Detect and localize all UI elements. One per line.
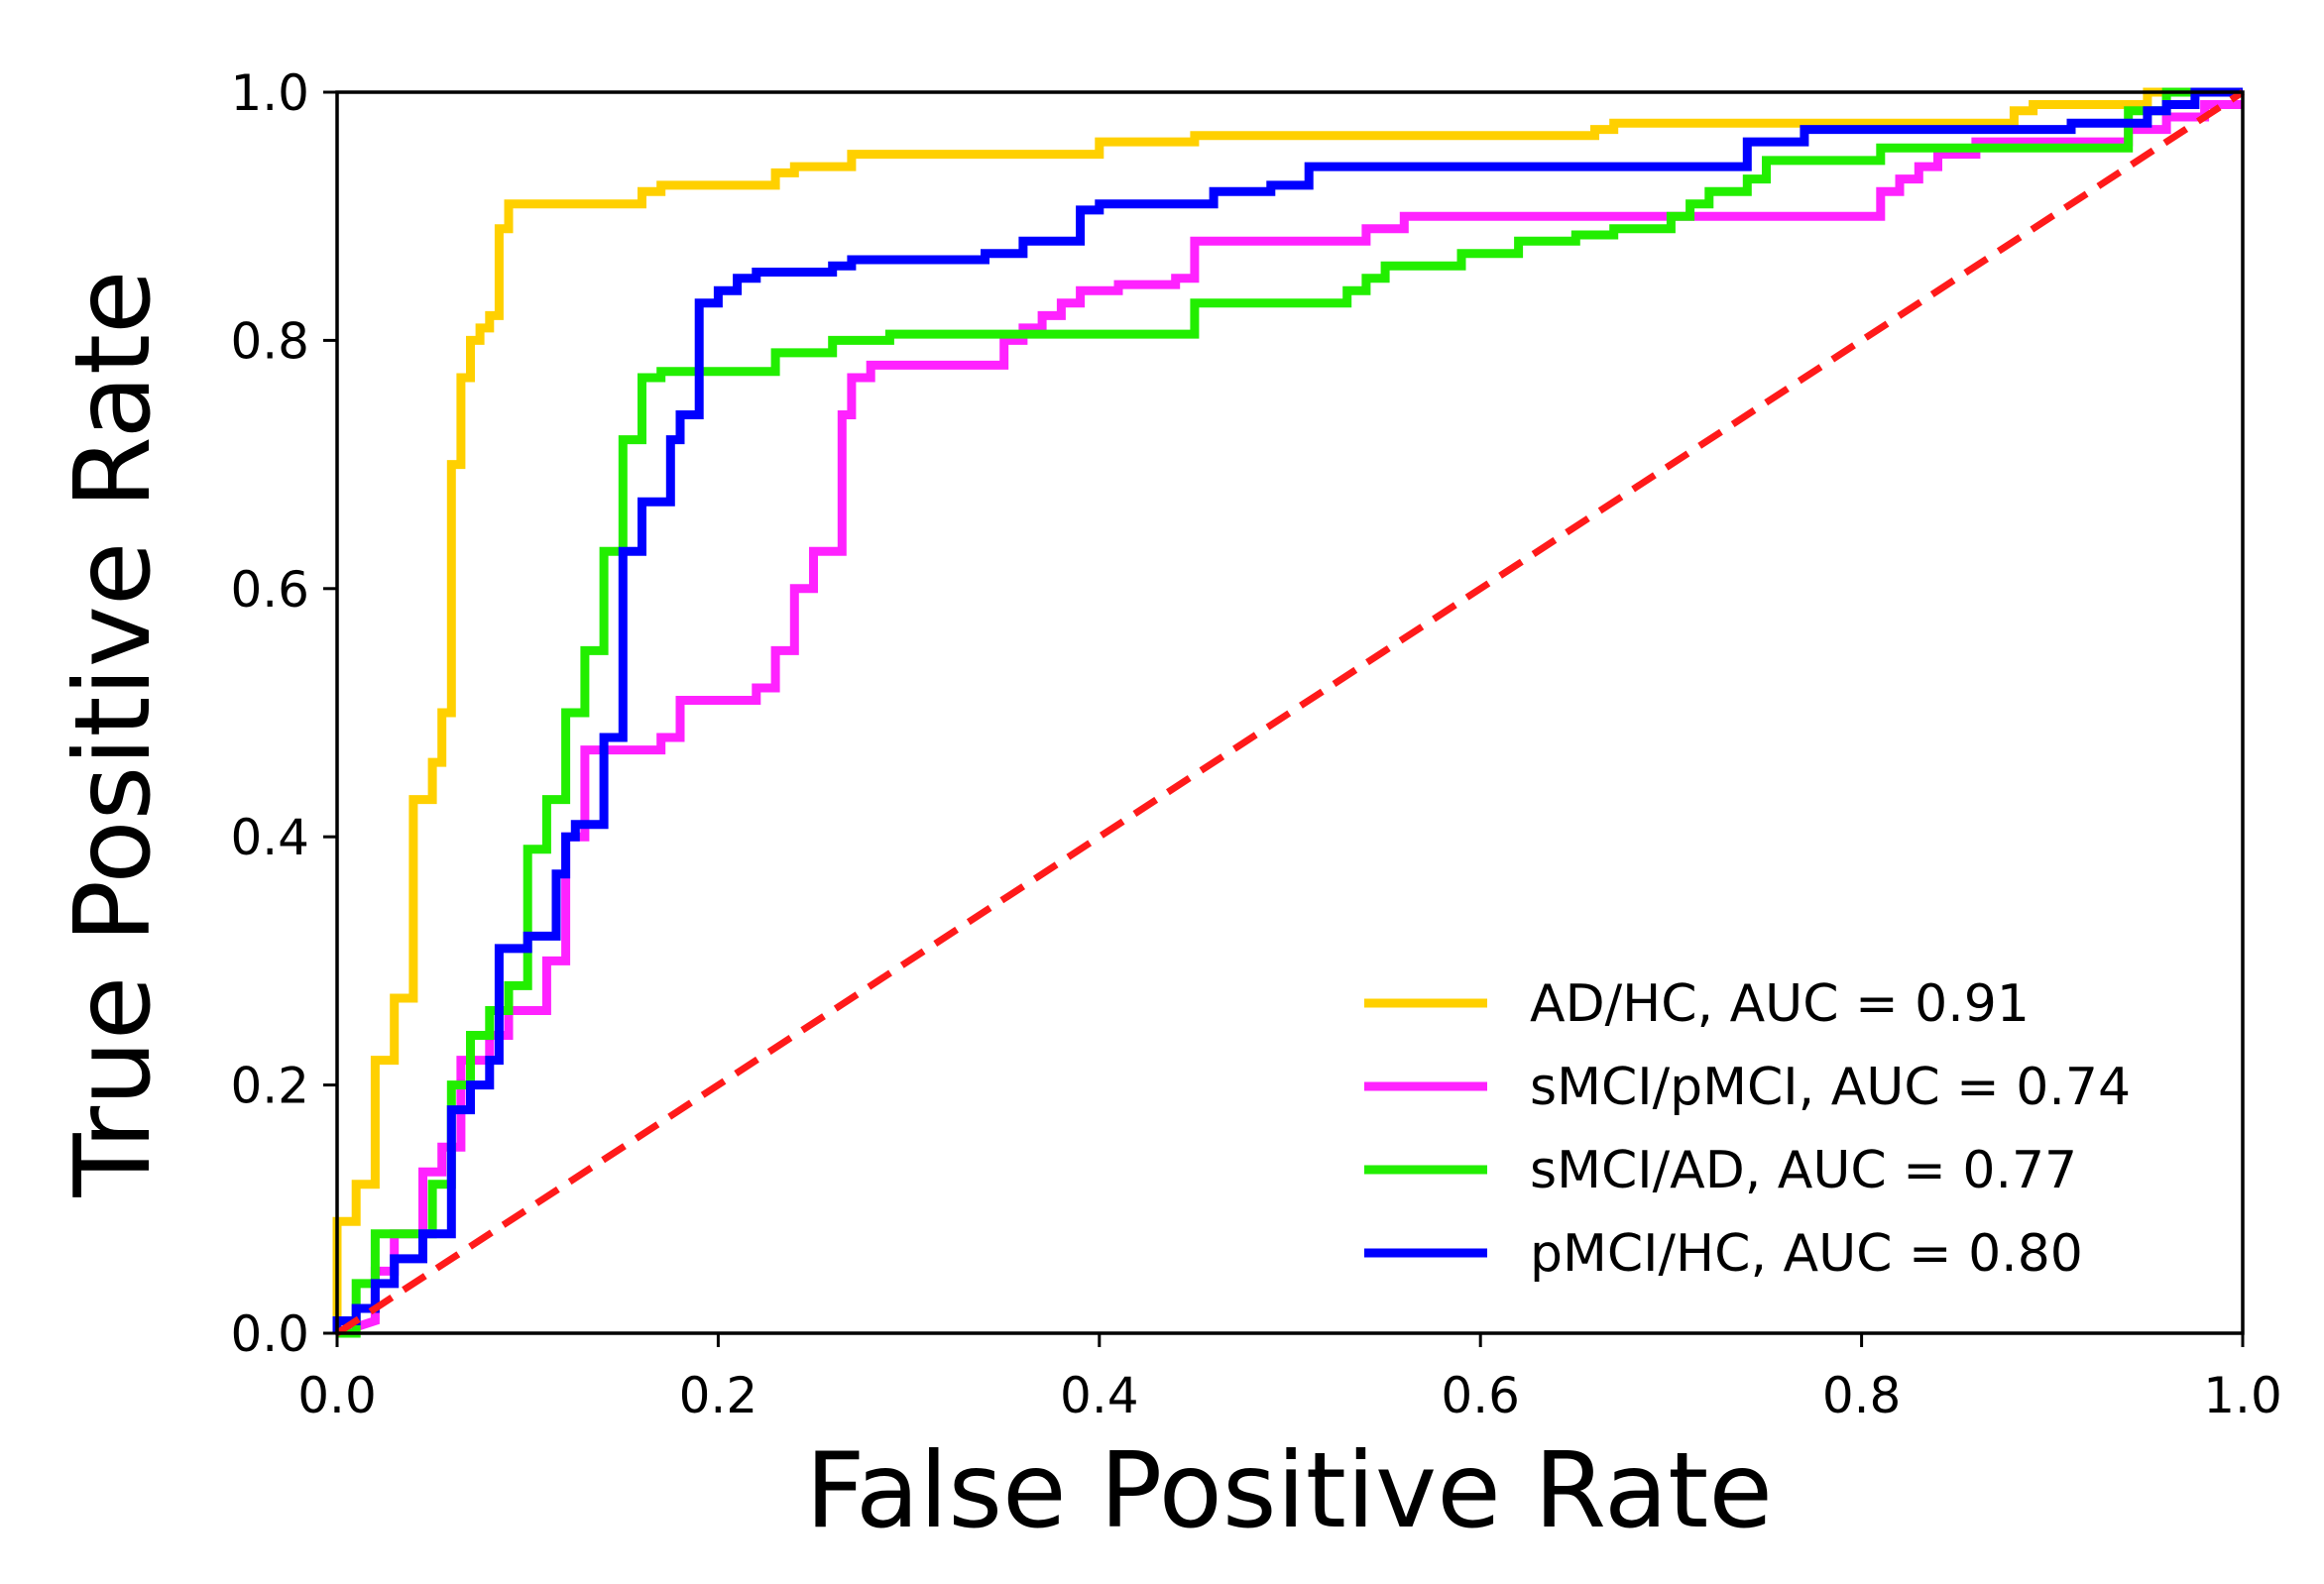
y-tick-label: 0.2: [230, 1058, 309, 1115]
x-axis-label: False Positive Rate: [805, 1430, 1773, 1551]
legend-label-4: pMCI/HC, AUC = 0.80: [1530, 1224, 2083, 1284]
series-line-3: [337, 87, 2243, 1338]
y-tick-label: 1.0: [230, 64, 309, 122]
y-axis-label: True Positive Rate: [53, 270, 174, 1197]
series-layer: [332, 87, 2245, 1338]
series-line-4: [332, 87, 2243, 1333]
x-tick-label: 0.2: [679, 1367, 758, 1424]
y-tick-label: 0.0: [230, 1305, 309, 1363]
plot-border: [335, 90, 2245, 1335]
legend: AD/HC, AUC = 0.91 sMCI/pMCI, AUC = 0.74 sM…: [1364, 974, 2131, 1284]
y-tick-label: 0.8: [230, 312, 309, 370]
x-tick-label: 0.0: [297, 1367, 377, 1424]
y-tick-label: 0.6: [230, 561, 309, 619]
y-axis: 0.0 0.2 0.4 0.6 0.8 1.0: [230, 64, 337, 1363]
x-axis: 0.0 0.2 0.4 0.6 0.8 1.0: [297, 1333, 2282, 1424]
x-tick-label: 0.8: [1822, 1367, 1902, 1424]
plot-area: [332, 87, 2245, 1338]
x-tick-label: 1.0: [2203, 1367, 2282, 1424]
x-tick-label: 0.6: [1441, 1367, 1520, 1424]
legend-label-3: sMCI/AD, AUC = 0.77: [1530, 1141, 2077, 1200]
legend-label-1: AD/HC, AUC = 0.91: [1530, 974, 2030, 1034]
chance-diagonal-line: [335, 89, 2245, 1336]
legend-label-2: sMCI/pMCI, AUC = 0.74: [1530, 1058, 2131, 1117]
x-tick-label: 0.4: [1060, 1367, 1139, 1424]
series-line-1: [332, 87, 2243, 1333]
y-tick-label: 0.4: [230, 809, 309, 866]
